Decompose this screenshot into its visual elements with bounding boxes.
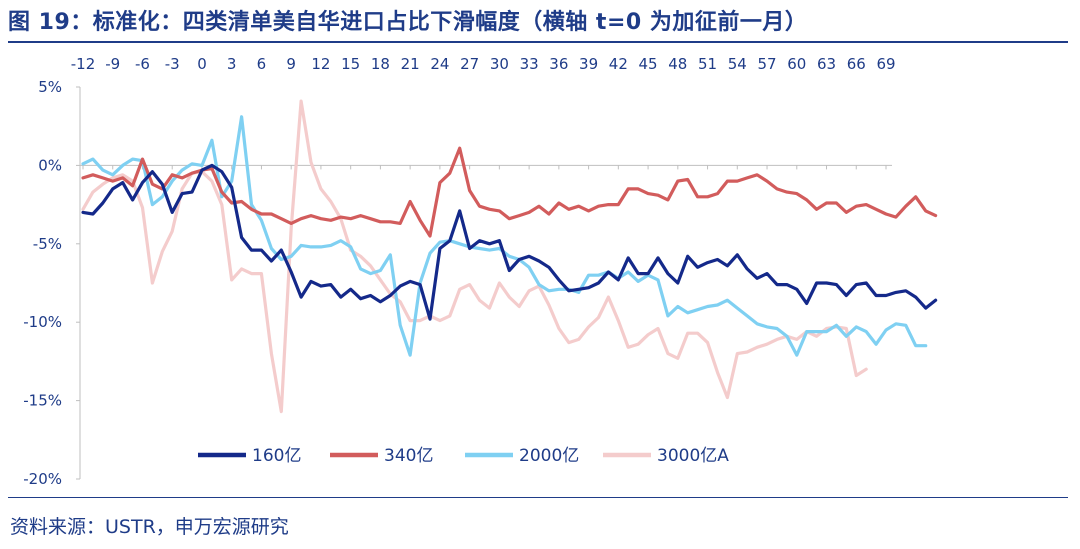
- y-tick-label: 5%: [38, 78, 62, 96]
- x-tick-label: 21: [401, 55, 420, 73]
- series-lines: [81, 99, 938, 414]
- plot-frame: [79, 87, 892, 479]
- x-tick-label: 51: [698, 55, 717, 73]
- y-tick-label: 0%: [38, 156, 62, 174]
- x-tick-label: 48: [668, 55, 687, 73]
- figure-title: 图 19：标准化：四类清单美自华进口占比下滑幅度（横轴 t=0 为加征前一月）: [8, 10, 808, 35]
- legend-label: 340亿: [384, 446, 433, 466]
- x-tick-label: 33: [520, 55, 539, 73]
- x-tick-label: -3: [165, 55, 180, 73]
- series-line-3: [81, 99, 868, 414]
- x-axis: -12 -9 -6 -3 0 3 6 9 12 15 18 21 24 27 30 33 36 39 42 45 48 5…: [71, 55, 896, 170]
- x-tick-label: 36: [549, 55, 568, 73]
- legend: 160亿 340亿 2000亿 3000亿A: [198, 446, 729, 466]
- y-tick-label: -20%: [23, 470, 62, 488]
- x-tick-label: 45: [639, 55, 658, 73]
- y-tick-label: -5%: [33, 235, 62, 253]
- x-tick-label: -12: [71, 55, 96, 73]
- series-line-1: [81, 146, 938, 238]
- x-tick-label: 60: [787, 55, 806, 73]
- legend-label: 3000亿A: [657, 446, 729, 466]
- x-tick-label: 12: [311, 55, 330, 73]
- x-tick-label: 9: [286, 55, 296, 73]
- x-tick-label: 27: [460, 55, 479, 73]
- x-tick-label: -6: [135, 55, 150, 73]
- legend-label: 2000亿: [519, 446, 579, 466]
- x-tick-label: -9: [105, 55, 120, 73]
- x-tick-label: 0: [197, 55, 207, 73]
- x-tick-label: 66: [847, 55, 866, 73]
- source-note: 资料来源：USTR，申万宏源研究: [10, 516, 289, 538]
- y-tick-label: -10%: [23, 313, 62, 331]
- line-chart: 5%0%-5%-10%-15%-20% -12 -9 -6 -3 0 3 6 9 12 15 18 2…: [23, 55, 938, 488]
- title-divider: [8, 41, 1068, 43]
- x-tick-label: 54: [728, 55, 747, 73]
- legend-label: 160亿: [252, 446, 301, 466]
- series-line-2: [81, 115, 928, 357]
- y-tick-label: -15%: [23, 392, 62, 410]
- x-tick-label: 69: [876, 55, 895, 73]
- footer-divider: [8, 497, 1068, 498]
- x-tick-label: 15: [341, 55, 360, 73]
- x-tick-label: 24: [430, 55, 449, 73]
- x-tick-label: 3: [227, 55, 237, 73]
- x-tick-label: 63: [817, 55, 836, 73]
- x-tick-label: 39: [579, 55, 598, 73]
- x-tick-label: 30: [490, 55, 509, 73]
- x-tick-label: 18: [371, 55, 390, 73]
- series-line-0: [81, 163, 938, 321]
- x-tick-label: 57: [757, 55, 776, 73]
- y-axis: 5% 0% -5% -10% -15% -20%: [23, 78, 80, 488]
- x-tick-label: 6: [257, 55, 267, 73]
- x-tick-label: 42: [609, 55, 628, 73]
